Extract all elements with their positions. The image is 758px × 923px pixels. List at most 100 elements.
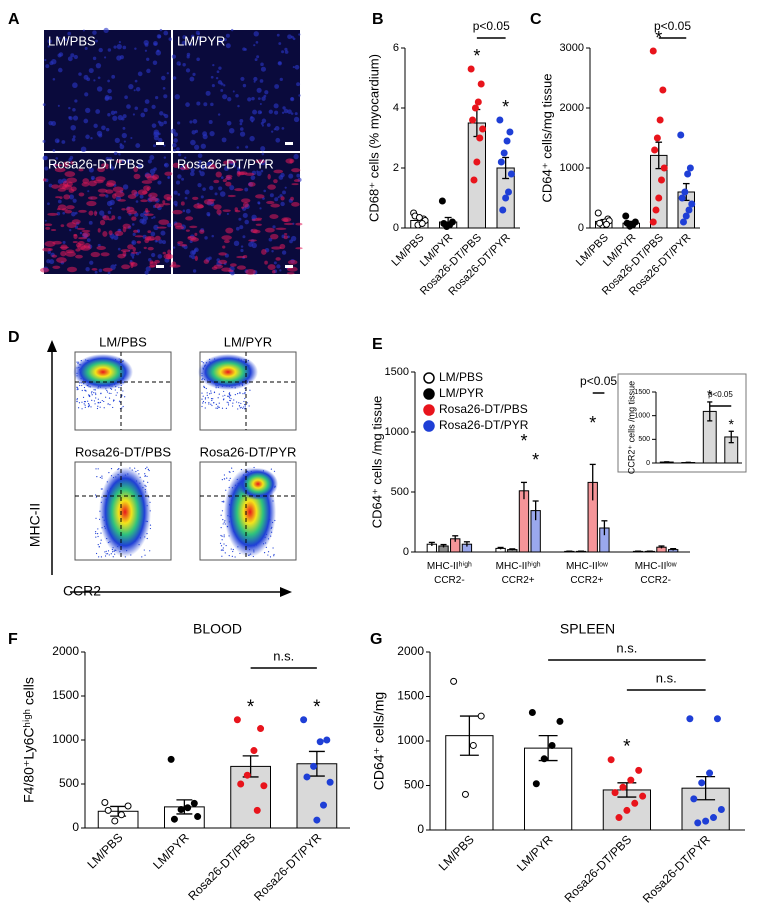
event <box>233 399 235 401</box>
nucleus <box>72 115 79 121</box>
nucleus <box>57 199 62 204</box>
cd68-signal <box>121 208 126 211</box>
cd68-signal <box>66 177 78 184</box>
cd68-signal <box>269 214 279 220</box>
nucleus <box>287 109 292 114</box>
event <box>208 401 210 404</box>
nucleus <box>200 195 204 199</box>
cd68-signal <box>291 183 299 186</box>
cd68-signal <box>93 179 104 184</box>
nucleus <box>277 61 283 66</box>
nucleus <box>191 255 196 260</box>
nucleus <box>259 79 264 83</box>
nucleus <box>189 171 195 177</box>
point <box>194 813 202 821</box>
nucleus <box>73 54 78 60</box>
event <box>91 399 93 401</box>
point <box>497 158 505 166</box>
cd68-signal <box>177 241 184 245</box>
nucleus <box>218 186 223 191</box>
panel-letter: A <box>8 11 20 28</box>
cd68-signal <box>223 239 230 244</box>
cd68-signal <box>169 264 181 268</box>
cd68-signal <box>99 219 106 226</box>
cd68-signal <box>185 216 194 221</box>
nucleus <box>200 143 206 149</box>
nucleus <box>82 29 85 32</box>
point <box>477 712 485 720</box>
scale-bar <box>285 265 293 268</box>
y-axis-label: CD64⁺ cells/mg tissue <box>539 74 554 203</box>
cd68-signal <box>66 266 78 273</box>
event <box>84 406 86 409</box>
nucleus <box>107 271 111 275</box>
nucleus <box>172 246 176 249</box>
point <box>303 773 311 781</box>
point <box>684 170 692 178</box>
cd68-signal <box>75 242 82 248</box>
nucleus <box>67 56 73 62</box>
y-tick-label: 3000 <box>560 42 584 54</box>
event <box>208 403 210 405</box>
scale-bar <box>156 142 164 145</box>
cd68-signal <box>108 230 113 236</box>
point <box>470 176 478 184</box>
event <box>141 556 143 558</box>
nucleus <box>256 171 262 177</box>
nucleus <box>211 84 215 88</box>
point <box>450 677 458 685</box>
cd68-signal <box>143 246 147 250</box>
cd68-signal <box>267 184 276 190</box>
cd68-signal <box>193 203 204 209</box>
nucleus <box>155 240 158 243</box>
y-tick-label: 2000 <box>52 644 79 658</box>
y-tick-label: 1500 <box>52 688 79 702</box>
point <box>635 766 643 774</box>
nucleus <box>197 153 203 159</box>
nucleus <box>192 72 196 76</box>
cd68-signal <box>68 188 75 193</box>
nucleus <box>80 146 87 153</box>
cd68-signal <box>100 252 110 257</box>
bracket-label: p<0.05 <box>473 19 510 33</box>
nucleus <box>253 44 256 47</box>
y-tick-label: 1500 <box>397 689 424 703</box>
nucleus <box>123 140 126 143</box>
nucleus <box>166 72 169 75</box>
point <box>717 806 725 814</box>
cd68-signal <box>275 227 287 231</box>
nucleus <box>209 130 215 137</box>
cd68-signal <box>149 260 154 264</box>
event <box>227 404 230 406</box>
density <box>73 354 133 390</box>
point <box>680 218 687 226</box>
event <box>114 553 116 555</box>
cd68-signal <box>190 237 200 242</box>
event <box>210 390 212 392</box>
nucleus <box>236 146 240 149</box>
cd68-signal <box>295 247 303 250</box>
event <box>107 403 109 405</box>
nucleus <box>218 66 222 70</box>
cd68-signal <box>88 210 94 216</box>
nucleus <box>141 219 147 225</box>
nucleus <box>143 108 148 113</box>
cd68-signal <box>222 179 227 183</box>
cd68-signal <box>58 183 68 190</box>
cd68-signal <box>66 205 75 210</box>
nucleus <box>217 113 221 116</box>
panel-letter: C <box>530 11 542 28</box>
micrographs: LM/PBS LM/PYR Rosa26-DT/PBS Rosa26-DT/PYR <box>40 27 303 276</box>
cd68-signal <box>115 159 123 164</box>
nucleus <box>61 140 66 144</box>
cd68-signal <box>44 223 53 227</box>
event <box>220 549 223 551</box>
nucleus <box>135 143 141 148</box>
event <box>235 401 238 403</box>
nucleus <box>49 259 55 265</box>
nucleus <box>242 83 247 88</box>
nucleus <box>274 126 280 131</box>
nucleus <box>242 235 246 239</box>
nucleus <box>157 254 163 259</box>
cd68-signal <box>213 264 224 269</box>
